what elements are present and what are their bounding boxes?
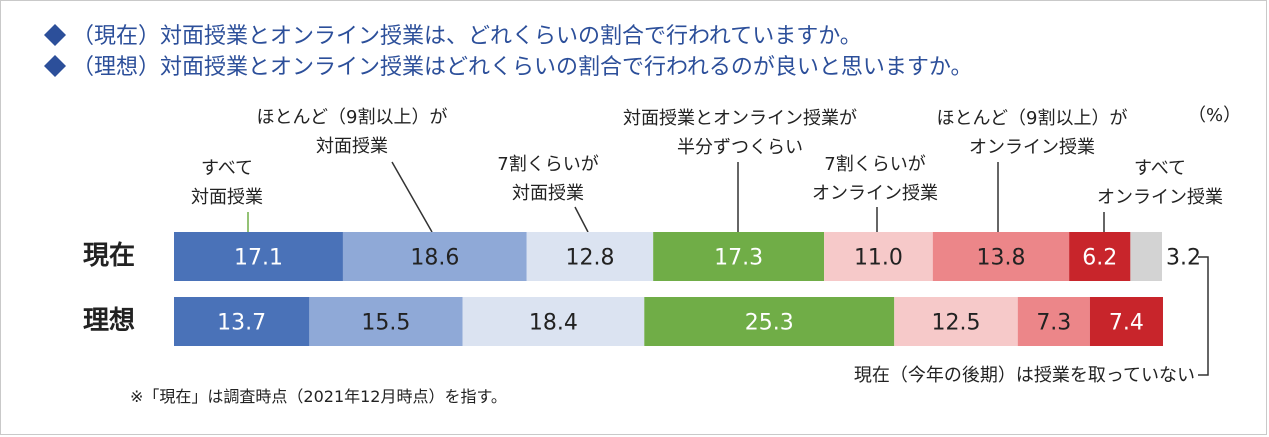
bar-segment-current-7 [1069,232,1131,281]
data-label-current-6: 13.8 [976,246,1025,271]
series-label-4-line-2: 半分ずつくらい [677,137,803,158]
bar-segment-current-4 [653,232,825,281]
no-class-label: 現在（今年の後期）は授業を取っていない [854,365,1195,386]
series-label-7-line-2: オンライン授業 [1097,187,1223,208]
row-label-ideal: 理想 [83,306,135,336]
series-label-2-line-2: 対面授業 [316,136,388,157]
bar-segment-ideal-3 [462,297,645,346]
data-label-current-2: 18.6 [410,246,459,271]
bar-segment-ideal-7 [1089,297,1163,346]
question-2-text: （理想）対面授業とオンライン授業はどれくらいの割合で行われるのが良いと思いますか… [72,55,972,80]
data-label-ideal-2: 15.5 [361,311,410,336]
data-label-ideal-5: 12.5 [932,311,981,336]
legend-labels: すべて対面授業ほとんど（9割以上）が対面授業7割くらいが対面授業対面授業とオンラ… [191,107,1223,233]
data-label-current-7: 6.2 [1082,246,1117,271]
bar-segment-current-3 [526,232,654,281]
data-label-ideal-3: 18.4 [529,311,578,336]
series-label-1-line-1: すべて [201,158,253,179]
unit-label: （%） [1188,105,1241,126]
bar-segment-current-2 [342,232,527,281]
leader-line-3 [574,206,589,233]
data-label-ideal-1: 13.7 [217,311,266,336]
bar-segment-current-8 [1130,232,1162,281]
series-label-3-line-1: 7割くらいが [497,154,598,175]
bar-segment-current-1 [174,232,343,281]
bar-segment-ideal-1 [174,297,310,346]
question-1: （現在）対面授業とオンライン授業は、どれくらいの割合で行われていますか。 [44,24,862,49]
series-label-3-line-2: 対面授業 [512,183,584,204]
row-label-current: 現在 [83,241,135,271]
footnote: ※「現在」は調査時点（2021年12月時点）を指す。 [130,387,507,406]
bar-segment-ideal-5 [894,297,1018,346]
data-label-current-1: 17.1 [234,246,283,271]
bar-segment-ideal-4 [644,297,895,346]
series-label-2-line-1: ほとんど（9割以上）が [257,107,448,128]
series-label-6-line-1: ほとんど（9割以上）が [937,108,1128,129]
diamond-bullet-icon [44,24,66,46]
data-label-current-5: 11.0 [854,246,903,271]
series-label-1-line-2: 対面授業 [191,187,263,208]
no-class-bracket [1198,256,1209,376]
leader-line-2 [391,161,433,233]
bars: 17.1 18.6 12.8 17.3 11.0 13.8 6.2 3.2 13.7 15.5 18… [174,232,1201,346]
series-label-5-line-2: オンライン授業 [812,183,938,204]
data-label-current-3: 12.8 [565,246,614,271]
question-1-text: （現在）対面授業とオンライン授業は、どれくらいの割合で行われていますか。 [72,24,862,49]
bar-segment-ideal-6 [1017,297,1090,346]
bar-segment-current-6 [932,232,1070,281]
series-label-5-line-1: 7割くらいが [824,154,925,175]
question-2: （理想）対面授業とオンライン授業はどれくらいの割合で行われるのが良いと思いますか… [44,55,972,80]
data-label-ideal-7: 7.4 [1109,311,1144,336]
data-label-ideal-4: 25.3 [745,311,794,336]
diamond-bullet-icon [44,55,66,77]
series-label-7-line-1: すべて [1134,158,1186,179]
series-label-4-line-1: 対面授業とオンライン授業が [623,108,857,129]
series-label-6-line-2: オンライン授業 [969,137,1095,158]
data-label-current-8: 3.2 [1166,246,1201,271]
data-label-ideal-6: 7.3 [1036,311,1071,336]
bar-segment-current-5 [824,232,933,281]
data-label-current-4: 17.3 [714,246,763,271]
bar-segment-ideal-2 [309,297,463,346]
